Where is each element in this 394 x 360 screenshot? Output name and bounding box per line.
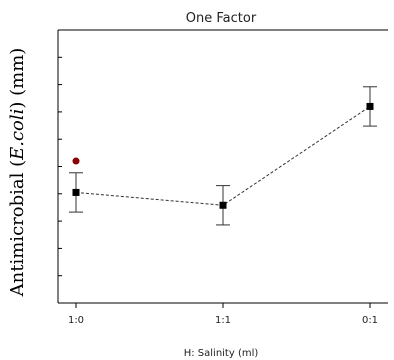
outlier-point [72, 157, 80, 165]
plot-frame [57, 29, 388, 304]
series-layer [69, 86, 377, 226]
x-tick-label: 1:0 [68, 315, 84, 326]
x-tick-label: 0:1 [362, 315, 378, 326]
data-point [366, 102, 374, 110]
y-ticks [58, 29, 62, 277]
y-axis-label: Antimicrobial (E.coli) (mm) [7, 48, 28, 298]
y-axis-label-prefix: Antimicrobial ( [7, 160, 28, 297]
x-tick-label: 1:1 [215, 315, 231, 326]
chart-title: One Factor [186, 11, 257, 26]
x-axis-label: H: Salinity (ml) [184, 348, 259, 359]
x-tick-labels: 1:0 1:1 0:1 [68, 315, 378, 326]
data-point [219, 201, 227, 209]
y-axis-label-suffix: ) (mm) [7, 48, 28, 109]
y-axis-label-italic: E.coli [7, 109, 28, 161]
data-point [72, 188, 80, 196]
x-ticks [75, 303, 371, 308]
